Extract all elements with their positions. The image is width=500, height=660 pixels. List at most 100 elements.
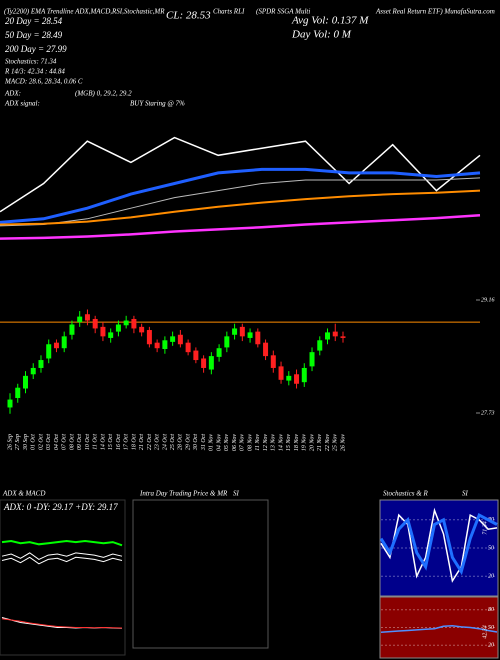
candle-body <box>154 342 160 349</box>
candle-body <box>263 342 269 357</box>
x-tick-label: 07 Nov <box>240 434 246 452</box>
candle-body <box>92 318 98 329</box>
candle-body <box>294 374 300 384</box>
line <box>1 539 123 547</box>
stoch-info: Stochastics: 71.34 <box>5 58 57 66</box>
x-tick-label: 05 Nov <box>224 434 230 452</box>
candle-body <box>278 366 284 380</box>
candle-body <box>301 367 307 383</box>
x-tick-label: 26 Nov <box>340 434 346 452</box>
candle-body <box>170 336 176 342</box>
candle-body <box>69 324 75 335</box>
candle-body <box>286 375 292 381</box>
candle-body <box>139 326 145 333</box>
x-tick-label: 18 Nov <box>294 434 300 452</box>
line <box>1 618 123 629</box>
x-tick-label: 14 Oct <box>99 434 106 450</box>
x-tick-label: 18 Oct <box>131 434 137 450</box>
x-tick-label: 30 Oct <box>193 434 199 451</box>
x-tick-label: 11 Nov <box>255 434 261 451</box>
x-tick-label: 30 Sep <box>23 434 29 451</box>
fund-name: (SPDR SSGA Multi <box>256 8 310 16</box>
y-tick-label: 27.73 <box>481 410 495 416</box>
x-tick-label: 25 Nov <box>333 434 339 452</box>
candle-body <box>317 340 323 351</box>
candle-body <box>309 352 315 367</box>
x-tick-label: 09 Oct <box>77 434 83 450</box>
charts-label: Charts RLI <box>213 8 245 16</box>
candle-body <box>61 336 67 349</box>
line <box>1 552 123 560</box>
candle-body <box>239 326 245 337</box>
ema-50: 50 Day = 28.49 <box>5 30 63 40</box>
candle-body <box>146 330 152 345</box>
y-tick-label: 50 <box>488 545 494 551</box>
panel-title: SI <box>233 490 240 498</box>
candle-body <box>232 328 238 335</box>
line <box>0 177 481 227</box>
macd-info: MACD: 28.6, 28.34, 0.06 C <box>4 78 83 86</box>
x-tick-label: 11 Oct <box>93 434 99 450</box>
candle-body <box>84 314 90 321</box>
y-tick-label: 80 <box>488 607 494 613</box>
x-tick-label: 08 Oct <box>69 434 75 450</box>
y-tick-label: 20 <box>488 574 494 580</box>
x-tick-label: 31 Oct <box>201 434 207 451</box>
panel-title: Stochastics & R <box>383 490 428 498</box>
avg-vol: Avg Vol: 0.137 M <box>291 15 369 27</box>
x-tick-label: 02 Oct <box>38 434 44 450</box>
candle-body <box>115 324 121 332</box>
candle-body <box>193 350 199 361</box>
rsi-info: R 14/3: 42.34 : 44.84 <box>4 68 65 76</box>
candle-body <box>340 336 346 338</box>
candle-body <box>177 334 183 345</box>
panel-title: SI <box>462 490 469 498</box>
line <box>0 167 481 224</box>
x-tick-label: 04 Nov <box>215 434 222 452</box>
x-tick-label: 01 Nov <box>209 434 215 452</box>
candle-body <box>38 360 44 368</box>
line <box>0 189 481 226</box>
signal: BUY Staring @ 7% <box>130 100 185 108</box>
x-tick-label: 01 Oct <box>31 434 37 450</box>
candle-body <box>185 342 191 353</box>
x-tick-label: 12 Nov <box>263 434 269 452</box>
x-tick-label: 10 Oct <box>85 434 91 450</box>
x-tick-label: 06 Nov <box>232 434 238 452</box>
panel-title: Intra Day Trading Price & MR <box>139 490 228 498</box>
line <box>0 136 481 213</box>
candle-body <box>216 348 222 357</box>
x-tick-label: 07 Oct <box>62 434 68 450</box>
intraday-box <box>132 499 269 649</box>
x-tick-label: 03 Oct <box>46 434 52 450</box>
x-tick-label: 22 Nov <box>325 434 331 452</box>
candle-body <box>224 336 230 348</box>
line <box>379 512 498 576</box>
x-tick-label: 15 Nov <box>286 434 292 452</box>
candle-body <box>332 331 338 337</box>
x-tick-label: 13 Nov <box>271 434 277 452</box>
candle-body <box>247 332 253 338</box>
candle-body <box>123 320 129 326</box>
ema-200: 200 Day = 27.99 <box>5 44 67 54</box>
adx-info: ADX: <box>4 90 21 98</box>
candle-body <box>325 332 331 340</box>
fund-name: Asset Real Return ETF) MunafaSutra.com <box>375 8 495 16</box>
panel-title: ADX & MACD <box>2 490 45 498</box>
candle-body <box>53 342 59 349</box>
candle-body <box>100 326 106 337</box>
candle-body <box>7 399 13 408</box>
adx-values: ADX: 0 -DY: 29.17 +DY: 29.17 <box>3 502 118 512</box>
line <box>380 624 498 633</box>
candle-body <box>15 387 21 398</box>
adx-signal: ADX signal: <box>4 100 40 108</box>
candle-body <box>162 340 168 349</box>
x-tick-label: 26 Sep <box>7 434 13 450</box>
x-tick-label: 19 Nov <box>302 434 308 452</box>
candle-body <box>201 358 207 368</box>
close-label: CL: 28.53 <box>166 10 211 22</box>
adx-box <box>0 499 126 656</box>
x-tick-label: 20 Nov <box>309 434 315 452</box>
day-vol: Day Vol: 0 M <box>291 29 352 41</box>
